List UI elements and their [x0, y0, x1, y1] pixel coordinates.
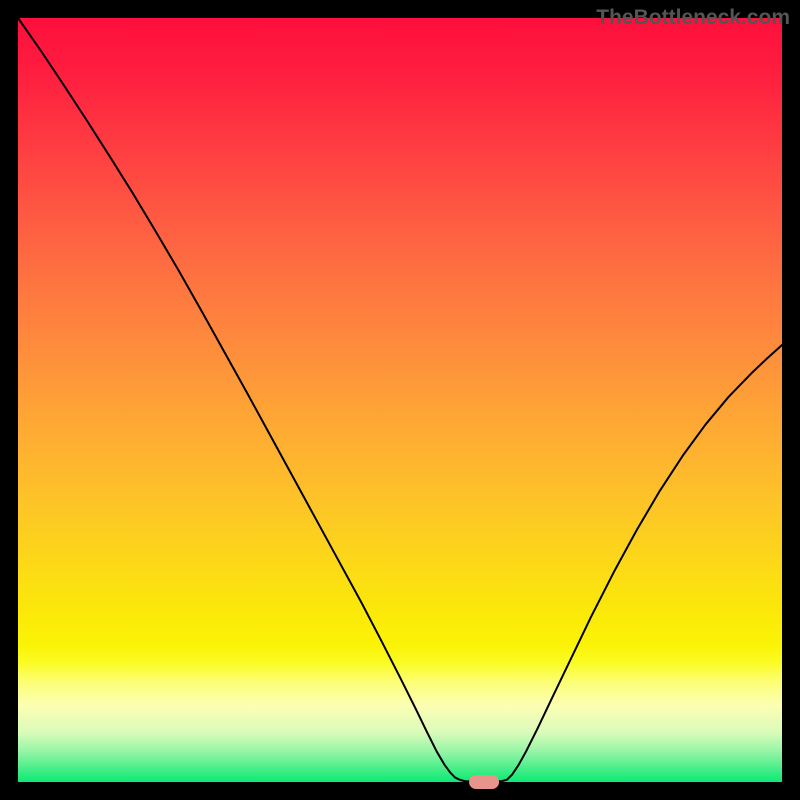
- plot-background: [18, 18, 782, 782]
- bottleneck-chart: TheBottleneck.com: [0, 0, 800, 800]
- sweet-spot-marker: [469, 775, 499, 789]
- chart-svg: [0, 0, 800, 800]
